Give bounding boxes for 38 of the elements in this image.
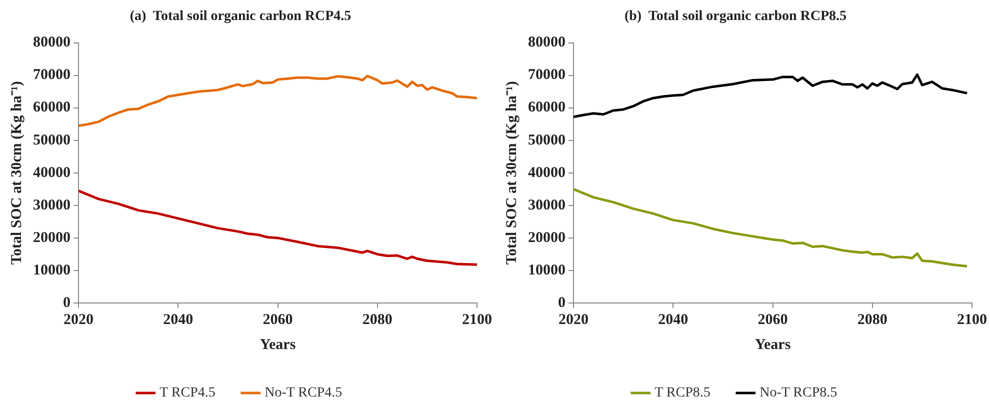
x-tick-label: 2020 xyxy=(64,312,94,328)
x-axis-title: Years xyxy=(754,336,791,353)
x-tick-label: 2020 xyxy=(558,312,588,328)
y-tick-label: 60000 xyxy=(33,100,70,116)
y-tick-label: 80000 xyxy=(528,34,566,51)
y-tick-label: 60000 xyxy=(528,100,566,116)
x-tick-label: 2060 xyxy=(262,312,293,328)
y-tick-label: 0 xyxy=(558,294,566,311)
x-axis-title: Years xyxy=(260,336,296,353)
chart-title: (b) Total soil organic carbon RCP8.5 xyxy=(624,9,847,24)
y-tick-label: 0 xyxy=(63,294,70,311)
legend-label: T RCP4.5 xyxy=(160,386,216,401)
legend-label: T RCP8.5 xyxy=(654,386,710,401)
x-tick-label: 2100 xyxy=(957,312,987,328)
y-tick-label: 20000 xyxy=(33,230,70,246)
chart-title: (a) Total soil organic carbon RCP4.5 xyxy=(130,9,352,24)
y-tick-label: 80000 xyxy=(33,34,70,51)
legend-label: No-T RCP4.5 xyxy=(264,386,342,401)
y-tick-label: 30000 xyxy=(528,197,566,214)
y-tick-label: 50000 xyxy=(528,132,566,148)
y-axis-title: Total SOC at 30cm (Kg ha⁻¹) xyxy=(504,81,520,265)
x-tick-label: 2100 xyxy=(462,312,492,328)
x-tick-label: 2040 xyxy=(163,312,194,328)
y-tick-label: 10000 xyxy=(528,262,566,278)
legend-label: No-T RCP8.5 xyxy=(760,386,838,401)
x-tick-label: 2060 xyxy=(758,312,788,328)
x-tick-label: 2080 xyxy=(857,312,888,328)
y-tick-label: 40000 xyxy=(528,164,566,181)
y-axis-title: Total SOC at 30cm (Kg ha⁻¹) xyxy=(8,81,25,265)
y-tick-label: 20000 xyxy=(528,230,566,246)
y-tick-label: 70000 xyxy=(528,67,566,84)
y-tick-label: 50000 xyxy=(33,132,70,148)
y-tick-label: 10000 xyxy=(33,262,70,278)
y-tick-label: 70000 xyxy=(33,67,70,84)
x-tick-label: 2080 xyxy=(362,312,392,328)
y-tick-label: 40000 xyxy=(33,164,70,181)
y-tick-label: 30000 xyxy=(33,197,70,214)
x-tick-label: 2040 xyxy=(658,312,688,328)
